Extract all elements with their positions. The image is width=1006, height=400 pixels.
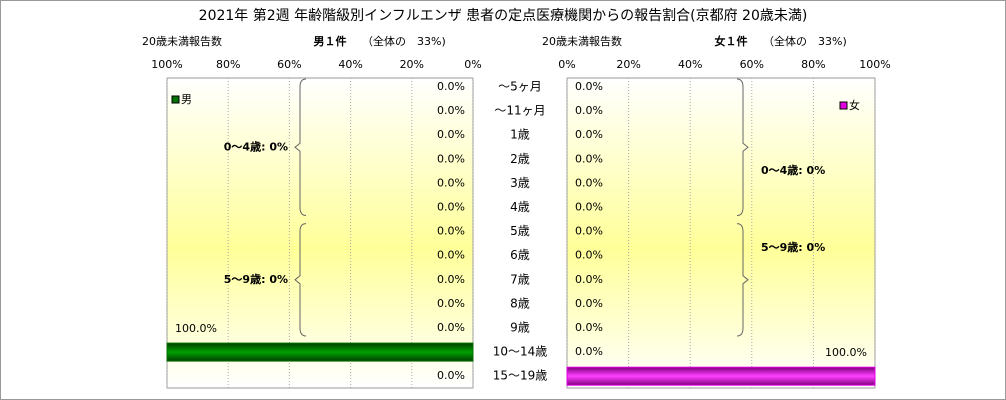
value-label: 0.0% bbox=[437, 249, 465, 262]
value-label: 0.0% bbox=[437, 369, 465, 382]
value-label: 0.0% bbox=[575, 201, 603, 214]
value-label: 0.0% bbox=[575, 297, 603, 310]
value-label: 0.0% bbox=[575, 321, 603, 334]
value-label: 0.0% bbox=[437, 273, 465, 286]
x-tick-label: 20% bbox=[400, 58, 424, 71]
value-label: 0.0% bbox=[437, 104, 465, 117]
x-tick-label: 60% bbox=[740, 58, 764, 71]
bar bbox=[566, 366, 876, 386]
value-label: 0.0% bbox=[437, 152, 465, 165]
category-label: 9歳 bbox=[510, 321, 530, 335]
value-label: 0.0% bbox=[575, 152, 603, 165]
value-label: 100.0% bbox=[175, 322, 217, 335]
value-label: 100.0% bbox=[825, 346, 867, 359]
share: （全体の 33%) bbox=[362, 34, 446, 48]
value-label: 0.0% bbox=[575, 345, 603, 358]
bracket bbox=[294, 78, 307, 216]
x-tick-label: 0% bbox=[558, 58, 575, 71]
category-label: 7歳 bbox=[510, 272, 530, 286]
legend-swatch bbox=[171, 95, 180, 104]
category-label: 8歳 bbox=[510, 296, 530, 310]
x-tick-label: 0% bbox=[464, 58, 481, 71]
header: 20歳未満報告数 bbox=[542, 35, 622, 48]
value-label: 0.0% bbox=[575, 273, 603, 286]
category-label: 2歳 bbox=[510, 152, 530, 166]
annotation: 5～9歳: 0% bbox=[224, 272, 288, 286]
legend-label: 女 bbox=[849, 98, 860, 112]
chart-title: 2021年 第2週 年齢階級別インフルエンザ 患者の定点医療機関からの報告割合(… bbox=[199, 7, 808, 24]
value-label: 0.0% bbox=[437, 80, 465, 93]
value-label: 0.0% bbox=[575, 249, 603, 262]
annotation: 5～9歳: 0% bbox=[761, 240, 825, 254]
value-label: 0.0% bbox=[575, 104, 603, 117]
value-label: 0.0% bbox=[437, 225, 465, 238]
legend-label: 男 bbox=[181, 93, 192, 106]
value-label: 0.0% bbox=[575, 80, 603, 93]
value-label: 0.0% bbox=[437, 201, 465, 214]
x-tick-label: 40% bbox=[338, 58, 362, 71]
category-label: 4歳 bbox=[510, 200, 530, 214]
category-label: ～5ヶ月 bbox=[498, 80, 542, 94]
bar bbox=[166, 342, 474, 362]
category-label: 5歳 bbox=[510, 224, 530, 238]
annotation: 0～4歳: 0% bbox=[224, 139, 288, 153]
x-tick-label: 20% bbox=[616, 58, 640, 71]
bracket bbox=[736, 78, 749, 216]
x-tick-label: 100% bbox=[151, 58, 182, 71]
category-label: 15～19歳 bbox=[493, 369, 548, 383]
x-tick-label: 100% bbox=[859, 58, 890, 71]
header: 20歳未満報告数 bbox=[142, 35, 222, 48]
bracket bbox=[736, 223, 749, 337]
value-label: 0.0% bbox=[437, 128, 465, 141]
x-tick-label: 60% bbox=[277, 58, 301, 71]
category-label: 6歳 bbox=[510, 248, 530, 262]
category-label: 3歳 bbox=[510, 176, 530, 190]
annotation: 0～4歳: 0% bbox=[761, 163, 825, 177]
share: （全体の 33%) bbox=[763, 34, 847, 48]
subtitle: 女１件 bbox=[715, 34, 748, 48]
plot-area bbox=[566, 77, 876, 389]
x-tick-label: 80% bbox=[216, 58, 240, 71]
category-label: ～11ヶ月 bbox=[494, 104, 545, 118]
bracket bbox=[294, 223, 307, 337]
value-label: 0.0% bbox=[437, 321, 465, 334]
category-label: 1歳 bbox=[510, 128, 530, 142]
plot-area bbox=[166, 77, 474, 389]
value-label: 0.0% bbox=[437, 297, 465, 310]
subtitle: 男１件 bbox=[314, 34, 347, 48]
category-label: 10～14歳 bbox=[493, 345, 548, 359]
legend-swatch bbox=[839, 101, 848, 110]
value-label: 0.0% bbox=[437, 176, 465, 189]
value-label: 0.0% bbox=[575, 225, 603, 238]
x-tick-label: 80% bbox=[801, 58, 825, 71]
value-label: 0.0% bbox=[575, 176, 603, 189]
value-label: 0.0% bbox=[575, 128, 603, 141]
x-tick-label: 40% bbox=[678, 58, 702, 71]
